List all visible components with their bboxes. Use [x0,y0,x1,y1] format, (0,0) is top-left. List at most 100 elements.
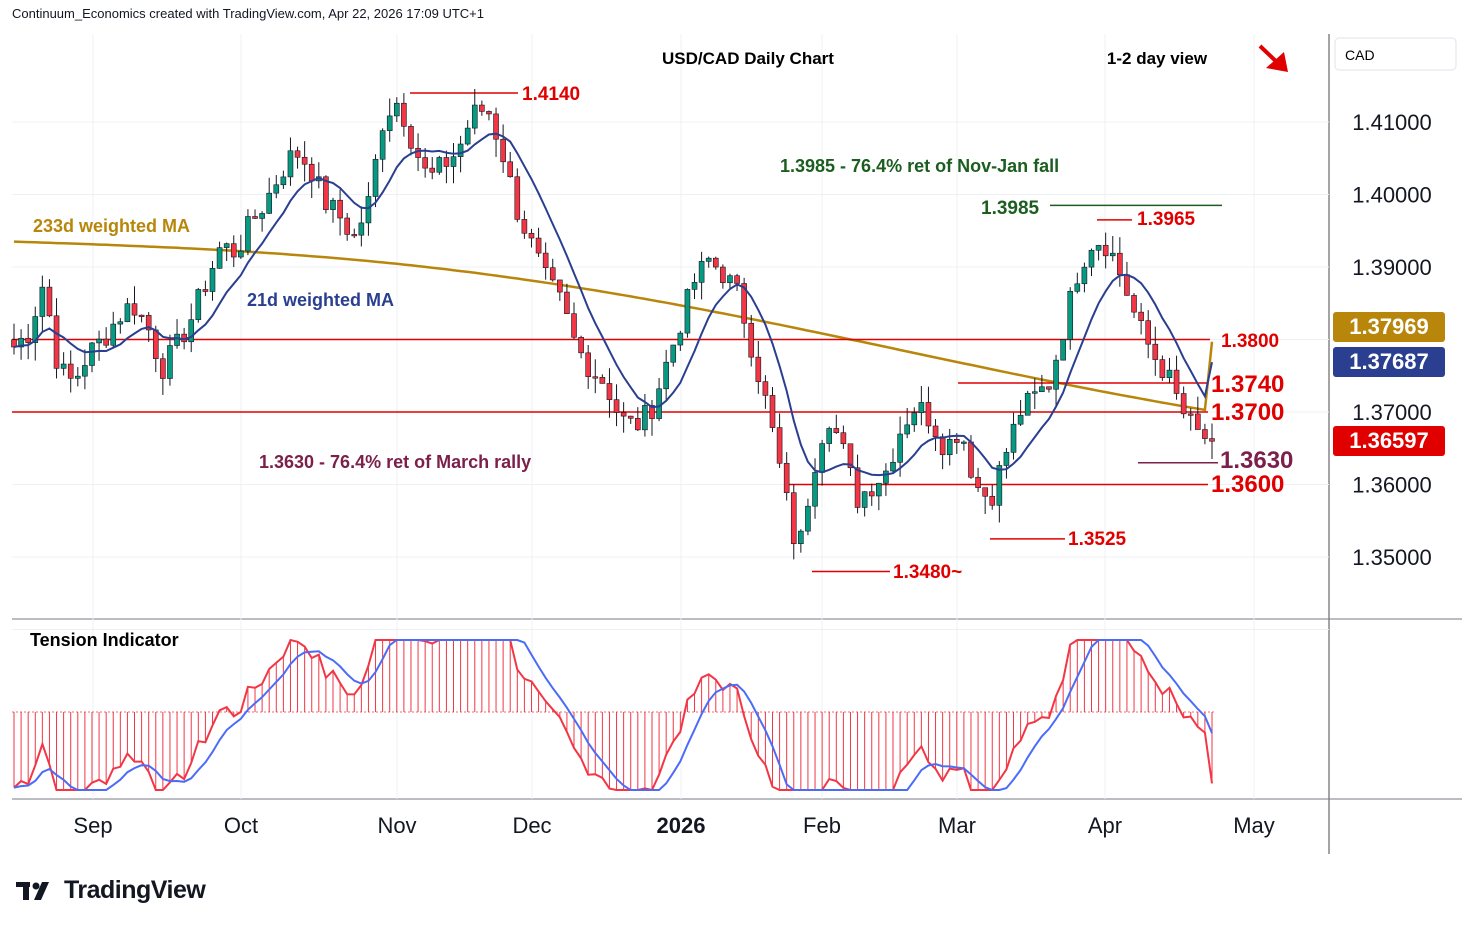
last-price-badge: 1.36597 [1333,426,1445,456]
candle-body [727,275,733,284]
candle-body [436,157,443,173]
candle-body [705,257,712,262]
candle [429,157,436,180]
x-tick-label: Apr [1088,813,1122,838]
x-tick-label: May [1233,813,1275,838]
candle [1209,423,1215,460]
candle-body [521,219,528,234]
candle [493,107,499,157]
candle-body [507,161,514,178]
candle [238,234,244,259]
candle [663,349,669,402]
candle [854,454,861,514]
candle-body [677,332,684,346]
candle-body [53,315,60,369]
candle-body [564,291,570,315]
candle [727,273,733,289]
candle-body [457,143,464,157]
candle [1088,248,1095,277]
tension-label: Tension Indicator [30,630,179,650]
candle [712,256,719,270]
candle [117,318,124,334]
candle [479,100,485,116]
candle-body [39,286,46,317]
candle [1060,339,1066,361]
level-label-1.3600: 1.3600 [1211,471,1284,498]
candle [635,407,641,431]
candle [989,484,996,510]
candle-body [415,147,421,158]
grid-lines [12,34,1329,799]
candle-body [805,505,811,532]
candle [798,529,804,553]
candle-body [535,237,542,254]
candle-body [223,243,230,248]
candle [486,110,492,121]
candle-body [1109,252,1116,257]
candle-body [245,216,251,252]
svg-text:1.36597: 1.36597 [1349,428,1429,453]
candle-body [32,316,39,343]
candle [1180,386,1187,419]
candle [138,314,145,323]
time-axis: Sep Oct Nov Dec 2026 Feb Mar Apr May [73,813,1274,838]
candle-body [486,111,492,115]
candle-body [131,303,138,316]
candle [1202,423,1208,445]
candle [564,283,570,315]
candle [450,143,457,184]
candle [1053,354,1059,408]
candle-body [280,176,287,186]
y-tick-label: 1.41000 [1352,110,1432,135]
candle-body [1159,359,1166,378]
candle [1024,390,1031,416]
candle-body [308,163,315,182]
candle-body [230,243,237,258]
candle [18,329,24,360]
candle [195,287,202,323]
candle-body [323,176,329,210]
candle [223,242,230,262]
candle [252,209,258,220]
candle [386,98,393,142]
candle-body [209,268,216,292]
candle-body [868,491,875,497]
candle-body [1060,339,1066,361]
candle [160,353,166,395]
candle [939,433,946,470]
candle [82,349,88,390]
candle [216,241,223,269]
candle [521,210,528,239]
candle [471,88,478,135]
candle [861,491,868,517]
candle-body [287,150,294,178]
ma21-line [13,132,1213,477]
level-label-1.3985: 1.3985 [981,198,1040,219]
candle [330,197,336,223]
y-tick-label: 1.36000 [1352,473,1432,498]
candle-body [642,405,648,431]
level-label-1.3800: 1.3800 [1221,331,1279,352]
currency-box[interactable] [1334,37,1457,71]
candle-body [1039,386,1045,393]
candle [769,386,776,433]
candle [32,306,39,361]
candle-body [783,462,790,494]
level-label-1.3525: 1.3525 [1068,529,1127,550]
candle [904,407,910,439]
tradingview-logo[interactable]: TradingView [16,876,206,905]
tradingview-logo-text: TradingView [64,876,206,904]
candle-body [571,313,577,338]
candle-body [301,156,308,165]
candle [946,428,953,466]
candle-body [734,275,740,284]
candle [677,330,684,351]
candle [124,297,131,323]
candle-body [1081,266,1088,285]
candle-body [471,104,478,129]
currency-label: CAD [1345,47,1375,63]
candle [897,416,903,477]
candle [174,319,180,349]
level-label-1.3700: 1.3700 [1211,399,1284,426]
candle-body [450,156,457,167]
